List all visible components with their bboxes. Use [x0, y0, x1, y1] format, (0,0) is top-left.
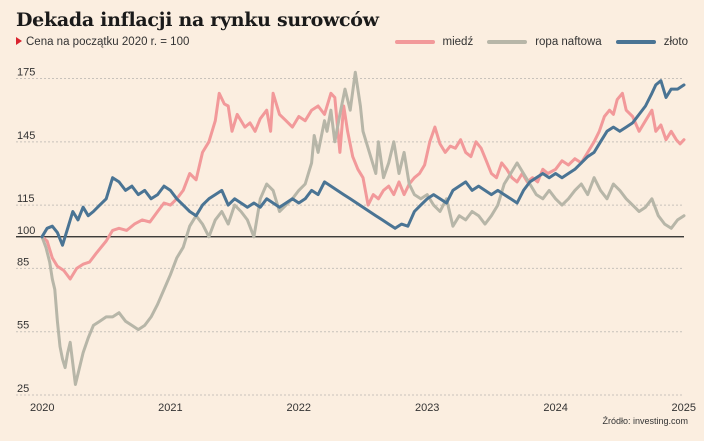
y-tick-label-175: 175 — [17, 67, 35, 79]
x-tick-label-2023: 2023 — [415, 402, 439, 414]
legend: miedź ropa naftowa złoto — [381, 36, 688, 48]
y-tick-label-85: 85 — [17, 256, 29, 268]
series-lines — [40, 70, 686, 386]
x-axis-labels: 2020 2021 2022 2023 2024 2025 — [30, 402, 696, 414]
legend-item-1: miedź — [394, 36, 474, 48]
legend-label: złoto — [663, 36, 688, 48]
legend-item-3: złoto — [615, 36, 688, 48]
y-tick-label-100: 100 — [17, 225, 35, 237]
chart-subtitle: Cena na początku 2020 r. = 100 — [16, 36, 189, 48]
series-line-1 — [40, 91, 686, 281]
y-axis-labels: 25 55 85 100 115 145 175 — [17, 67, 35, 395]
x-tick-label-2025: 2025 — [672, 402, 696, 414]
x-tick-label-2024: 2024 — [543, 402, 567, 414]
y-tick-label-25: 25 — [17, 383, 29, 395]
source-note: Źródło: investing.com — [602, 416, 688, 426]
legend-swatch — [615, 40, 656, 44]
series-line-2 — [40, 70, 686, 386]
x-tick-label-2020: 2020 — [30, 402, 54, 414]
y-tick-label-145: 145 — [17, 130, 35, 142]
red-triangle-marker — [16, 37, 22, 45]
x-tick-label-2022: 2022 — [287, 402, 311, 414]
legend-label: miedź — [442, 36, 474, 48]
series-line-3 — [40, 79, 686, 247]
chart-title: Dekada inflacji na rynku surowców — [16, 9, 379, 31]
legend-swatch — [487, 40, 528, 44]
y-tick-label-115: 115 — [17, 193, 35, 205]
legend-item-2: ropa naftowa — [487, 36, 602, 48]
y-tick-label-55: 55 — [17, 320, 29, 332]
x-tick-label-2021: 2021 — [158, 402, 182, 414]
legend-label: ropa naftowa — [535, 36, 602, 48]
grid-lines — [16, 78, 684, 396]
subtitle-text: Cena na początku 2020 r. = 100 — [26, 36, 190, 48]
legend-swatch — [394, 40, 435, 44]
